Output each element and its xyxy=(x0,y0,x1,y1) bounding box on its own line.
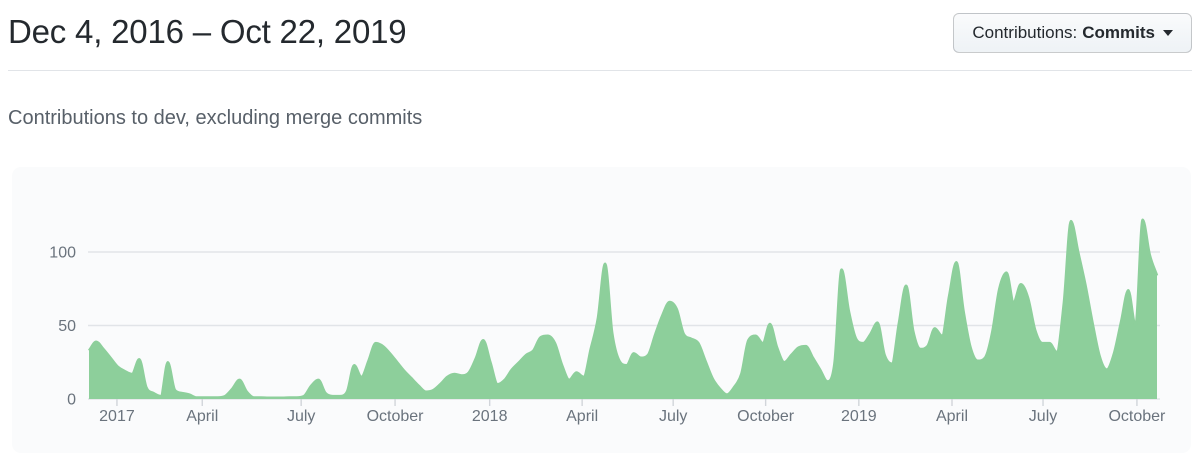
x-axis-label-0: 2017 xyxy=(99,408,135,425)
x-axis-label-1: April xyxy=(186,408,218,425)
chart-description: Contributions to dev, excluding merge co… xyxy=(8,107,423,129)
date-range-title: Dec 4, 2016 – Oct 22, 2019 xyxy=(8,13,407,50)
x-axis-label-4: 2018 xyxy=(472,408,508,425)
x-axis-label-6: July xyxy=(659,408,687,425)
header-divider xyxy=(8,70,1192,71)
x-axis-label-10: July xyxy=(1029,408,1057,425)
y-axis-label-0: 0 xyxy=(67,392,76,409)
y-axis-label-50: 50 xyxy=(58,318,76,335)
x-axis-label-7: October xyxy=(737,408,795,425)
y-axis-label-100: 100 xyxy=(49,245,76,262)
x-axis-label-3: October xyxy=(367,408,425,425)
x-axis-label-11: October xyxy=(1108,408,1166,425)
contributions-area-chart[interactable]: 0 50 100 2017 April July October 2018 April July O… xyxy=(12,167,1191,453)
x-axis-label-2: July xyxy=(287,408,315,425)
commits-area-line xyxy=(88,218,1159,400)
x-axis-label-5: April xyxy=(566,408,598,425)
filter-button-prefix: Contributions: xyxy=(972,23,1078,42)
x-axis-label-8: 2019 xyxy=(841,408,877,425)
contributions-filter-button[interactable]: Contributions: Commits xyxy=(953,13,1192,53)
x-axis-label-9: April xyxy=(936,408,968,425)
page-header: Dec 4, 2016 – Oct 22, 2019 Contributions… xyxy=(8,0,1192,53)
dropdown-caret-icon xyxy=(1163,30,1173,36)
filter-button-selected-value: Commits xyxy=(1082,23,1155,42)
contributors-insights-page: Dec 4, 2016 – Oct 22, 2019 Contributions… xyxy=(8,0,1192,453)
contributions-chart-panel: 0 50 100 2017 April July October 2018 April July O… xyxy=(12,167,1191,453)
commits-area-fill[interactable] xyxy=(89,219,1157,399)
